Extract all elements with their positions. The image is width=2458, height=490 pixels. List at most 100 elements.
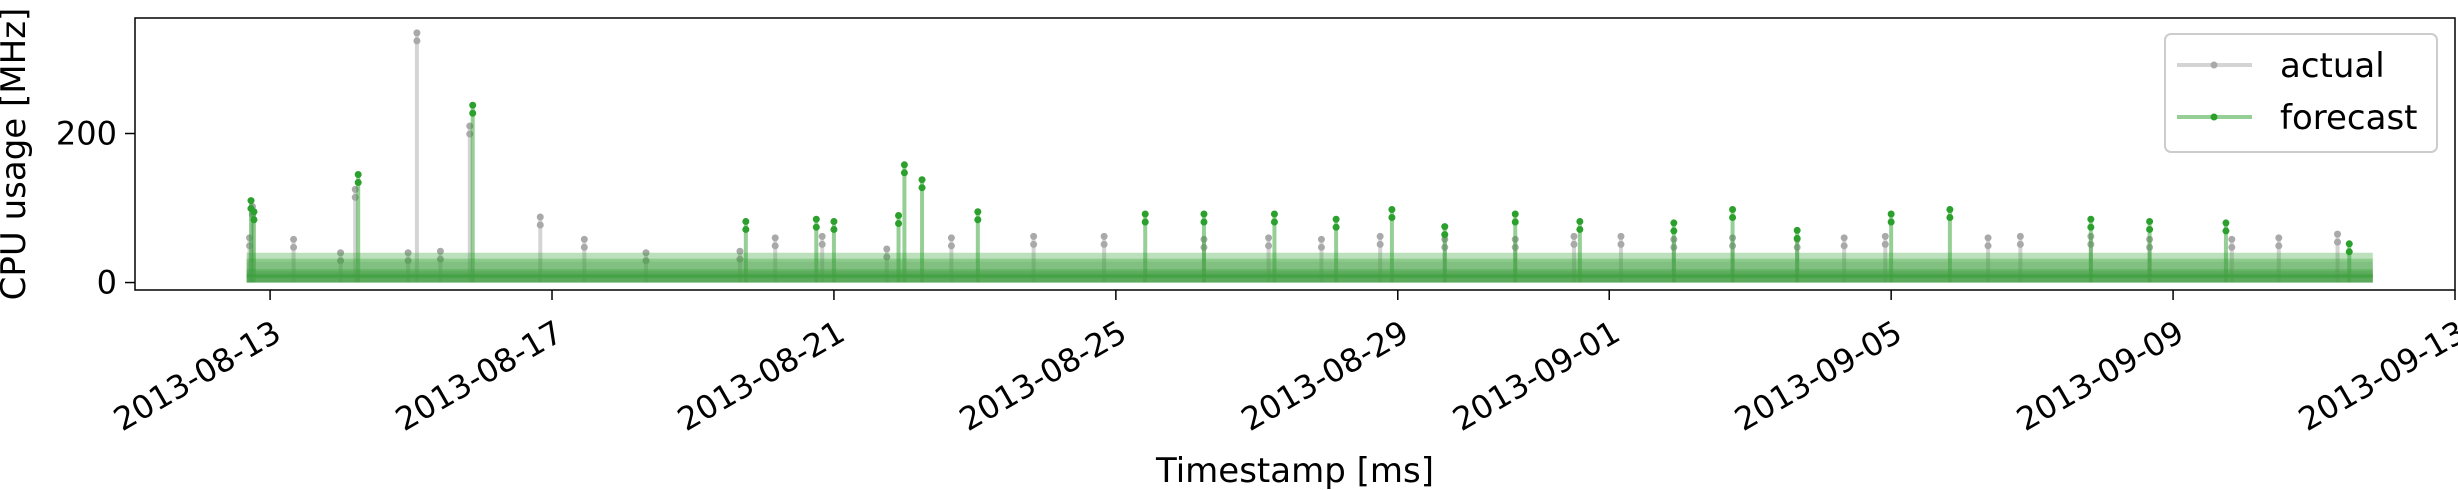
spike-marker2-actual-13 [771,242,779,250]
spike-marker-actual-9 [536,213,544,221]
spike-marker2-forecast-14 [1332,223,1340,231]
plot-frame [134,17,2456,291]
x-tick-label-4: 2013-08-29 [1235,313,1415,439]
x-tick-label-1: 2013-08-17 [389,313,569,439]
spike-marker2-forecast-6 [830,225,838,233]
spike-marker2-forecast-3 [469,109,477,117]
spike-marker-actual-13 [771,234,779,242]
spike-marker-actual-2 [290,235,298,243]
spike-marker2-actual-9 [536,221,544,229]
spike-marker2-actual-30 [1840,242,1848,250]
spike-marker-forecast-18 [1576,217,1584,225]
spike-marker-forecast-24 [2087,215,2095,223]
spike-marker2-forecast-20 [1729,214,1737,222]
band-forecast-2 [246,252,2373,283]
spike-marker2-forecast-24 [2087,223,2095,231]
spike-marker2-actual-16 [947,242,955,250]
spike-marker-forecast-1 [250,208,258,216]
spike-marker-actual-36 [2228,235,2236,243]
spike-marker-actual-37 [2275,234,2283,242]
spike-marker-forecast-27 [2345,240,2353,248]
spike-marker2-actual-22 [1376,240,1384,248]
spike-marker-forecast-14 [1332,215,1340,223]
spike-marker2-forecast-26 [2222,227,2230,235]
spike-marker2-actual-32 [1984,242,1992,250]
x-tick-label-0: 2013-08-13 [107,313,287,439]
spike-marker-actual-10 [580,235,588,243]
spike-marker-forecast-26 [2222,219,2230,227]
spike-marker2-actual-25 [1570,240,1578,248]
spike-marker-forecast-4 [742,217,750,225]
spike-marker-forecast-8 [900,161,908,169]
spike-marker-actual-32 [1984,234,1992,242]
spike-marker2-actual-36 [2228,243,2236,251]
spike-marker-forecast-15 [1388,206,1396,214]
spike-marker-forecast-13 [1270,210,1278,218]
x-tick-label-2: 2013-08-21 [671,313,851,439]
spike-marker2-actual-33 [2016,240,2024,248]
spike-marker2-actual-17 [1030,240,1038,248]
spike-marker-actual-21 [1317,235,1325,243]
spike-marker-forecast-17 [1511,210,1519,218]
spikes-layer [246,29,2353,283]
legend: actual forecast [2164,33,2438,153]
spike-marker2-actual-15 [883,253,891,261]
spike-marker2-actual-21 [1317,243,1325,251]
spike-marker2-forecast-21 [1793,234,1801,242]
y-tick-label-1: 200 [56,115,117,153]
spike-marker-actual-15 [883,245,891,253]
spike-marker2-actual-38 [2334,238,2342,246]
legend-actual-label: actual [2280,46,2385,86]
legend-forecast-marker [2210,113,2218,121]
spike-marker-forecast-20 [1729,206,1737,214]
spike-marker-forecast-9 [918,176,926,184]
spike-marker-actual-30 [1840,234,1848,242]
spike-marker-forecast-23 [1946,206,1954,214]
spike-marker2-forecast-11 [1141,218,1149,226]
spike-marker2-forecast-4 [742,225,750,233]
spike-marker2-actual-6 [413,37,421,45]
x-axis: 2013-08-13 2013-08-17 2013-08-21 2013-08-25… [107,290,2458,439]
spike-marker2-forecast-8 [900,169,908,177]
spike-marker-forecast-12 [1200,210,1208,218]
spike-marker-forecast-7 [895,211,903,219]
spike-marker-forecast-21 [1793,226,1801,234]
spike-marker-actual-25 [1570,232,1578,240]
spike-marker2-actual-3 [337,257,345,265]
legend-actual-marker [2210,61,2218,69]
spike-marker2-actual-20 [1265,242,1273,250]
y-tick-label-0: 0 [97,264,117,302]
x-axis-title: Timestamp [ms] [1155,451,1434,490]
spike-marker2-forecast-13 [1270,218,1278,226]
spike-marker-actual-38 [2334,230,2342,238]
spike-marker-forecast-6 [830,217,838,225]
x-tick-label-3: 2013-08-25 [953,313,1133,439]
spike-marker-actual-6 [413,29,421,37]
spike-marker-actual-31 [1881,232,1889,240]
spike-marker-forecast-25 [2146,217,2154,225]
spike-marker2-forecast-2 [354,178,362,186]
legend-forecast-label: forecast [2280,98,2418,138]
spike-marker-forecast-11 [1141,210,1149,218]
spike-marker2-actual-14 [818,240,826,248]
spike-marker2-forecast-22 [1887,218,1895,226]
x-tick-label-6: 2013-09-05 [1728,313,1908,439]
spike-marker-actual-17 [1030,232,1038,240]
spike-marker-forecast-5 [812,215,820,223]
spike-marker2-forecast-9 [918,184,926,192]
spike-marker2-forecast-12 [1200,218,1208,226]
x-tick-label-5: 2013-09-01 [1446,313,1626,439]
spike-marker2-forecast-19 [1670,227,1678,235]
spike-marker2-forecast-7 [895,219,903,227]
spike-marker-actual-22 [1376,232,1384,240]
spike-marker-forecast-16 [1441,223,1449,231]
spike-marker-actual-33 [2016,232,2024,240]
y-axis: 0 200 [56,115,135,302]
spike-marker2-forecast-27 [2345,248,2353,256]
spike-marker-forecast-0 [247,197,255,205]
spike-marker-forecast-22 [1887,210,1895,218]
spike-marker-actual-7 [436,247,444,255]
spike-marker2-forecast-1 [250,216,258,224]
band-layer [246,252,2373,283]
spike-marker2-forecast-23 [1946,214,1954,222]
